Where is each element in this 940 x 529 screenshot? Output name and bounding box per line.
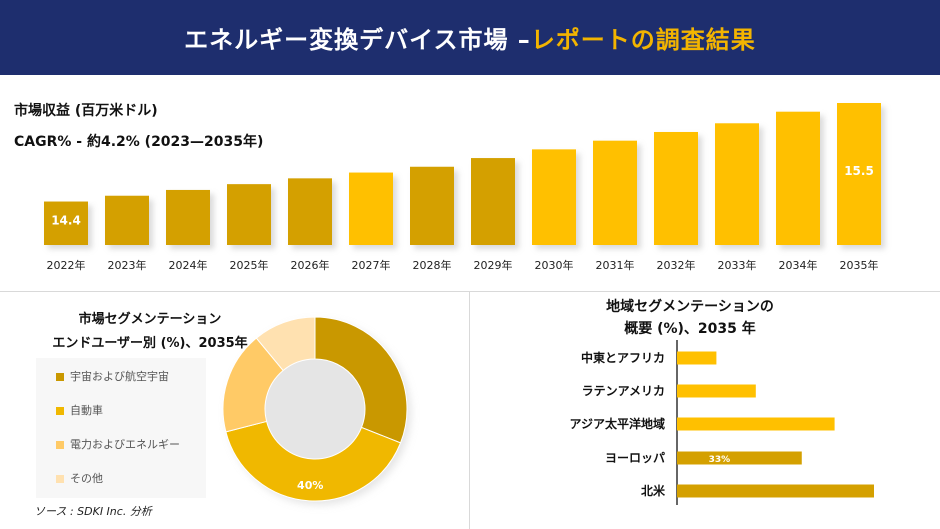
year-tick-label: 2032年	[657, 258, 696, 272]
legend-swatch	[56, 441, 64, 449]
legend-item: 自動車	[56, 402, 103, 418]
year-tick-label: 2022年	[47, 258, 86, 272]
year-tick-label: 2023年	[108, 258, 147, 272]
region-bar-1	[677, 351, 717, 365]
revenue-bar-2035年	[837, 103, 881, 245]
legend-item: その他	[56, 470, 103, 486]
revenue-bar-2030年	[532, 149, 576, 245]
revenue-chart-title: 市場収益 (百万米ドル)	[14, 103, 158, 119]
year-tick-label: 2024年	[169, 258, 208, 272]
year-tick-label: 2026年	[291, 258, 330, 272]
year-tick-label: 2029年	[474, 258, 513, 272]
revenue-bar-2022年	[44, 201, 88, 245]
header-banner: エネルギー変換デバイス市場 –レポートの調査結果	[0, 0, 940, 75]
year-tick-label: 2030年	[535, 258, 574, 272]
section-divider-horizontal	[0, 291, 940, 292]
donut-slice-1	[314, 316, 408, 444]
year-tick-label: 2034年	[779, 258, 818, 272]
revenue-bar-2031年	[593, 140, 637, 245]
page-title-accent: レポートの調査結果	[530, 26, 756, 54]
region-label: ヨーロッパ	[605, 451, 665, 465]
region-bar-5	[677, 484, 874, 498]
enduser-segment-title-line2: エンドユーザー別 (%)、2035年	[52, 336, 248, 351]
page-title-main: エネルギー変換デバイス市場 –	[184, 26, 531, 54]
year-tick-label: 2025年	[230, 258, 269, 272]
donut-data-label: 40%	[297, 479, 323, 492]
revenue-bar-2034年	[776, 111, 820, 245]
legend-swatch	[56, 373, 64, 381]
legend-swatch	[56, 407, 64, 415]
region-bar-4	[677, 451, 802, 465]
enduser-segment-title-line1: 市場セグメンテーション	[78, 312, 222, 327]
region-segment-title-line1: 地域セグメンテーションの	[606, 299, 774, 315]
legend-swatch	[56, 475, 64, 483]
region-bar-3	[677, 417, 835, 431]
year-tick-label: 2028年	[413, 258, 452, 272]
source-note: ソース : SDKI Inc. 分析	[34, 505, 152, 518]
year-tick-label: 2027年	[352, 258, 391, 272]
donut-slice-4	[255, 316, 316, 372]
legend-item: 電力およびエネルギー	[56, 436, 180, 452]
revenue-bar-2025年	[227, 184, 271, 245]
donut-slice-2	[225, 420, 402, 502]
region-label: アジア太平洋地域	[569, 416, 665, 431]
revenue-bar-2028年	[410, 166, 454, 245]
bar-data-label: 14.4	[51, 214, 81, 228]
enduser-segment-title: 市場セグメンテーション エンドユーザー別 (%)、2035年	[0, 308, 300, 356]
page-title: エネルギー変換デバイス市場 –レポートの調査結果	[184, 20, 756, 55]
legend-label: 宇宙および航空宇宙	[70, 370, 169, 383]
year-tick-label: 2031年	[596, 258, 635, 272]
bar-data-label: 15.5	[844, 164, 874, 178]
year-tick-label: 2033年	[718, 258, 757, 272]
region-bar-2	[677, 384, 756, 398]
region-label: 中東とアフリカ	[581, 350, 665, 365]
region-segment-title-line2: 概要 (%)、2035 年	[624, 321, 756, 337]
legend-label: 自動車	[70, 404, 103, 417]
year-tick-label: 2035年	[840, 258, 879, 272]
revenue-bar-2023年	[105, 195, 149, 245]
region-data-label: 33%	[709, 455, 731, 465]
section-divider-vertical	[469, 292, 470, 529]
revenue-bar-2033年	[715, 123, 759, 245]
region-label: ラテンアメリカ	[582, 384, 665, 398]
revenue-bar-2029年	[471, 158, 515, 245]
donut-legend: 宇宙および航空宇宙 自動車電力およびエネルギー その他	[36, 358, 206, 498]
revenue-bar-2024年	[166, 189, 210, 245]
revenue-bar-chart: 2022年 2023年 2024年 2025年 2026年 2027年 2028年 2029年…	[44, 103, 885, 272]
legend-label: その他	[70, 472, 103, 485]
legend-label: 電力およびエネルギー	[70, 438, 180, 451]
legend-item: 宇宙および航空宇宙	[56, 368, 169, 384]
cagr-label: CAGR% - 約4.2% (2023—2035年)	[14, 134, 264, 150]
region-label: 北米	[641, 483, 666, 498]
region-segment-title: 地域セグメンテーションの 概要 (%)、2035 年	[560, 296, 820, 340]
revenue-bar-2027年	[349, 172, 393, 245]
revenue-bar-2026年	[288, 178, 332, 245]
revenue-bar-2032年	[654, 131, 698, 245]
